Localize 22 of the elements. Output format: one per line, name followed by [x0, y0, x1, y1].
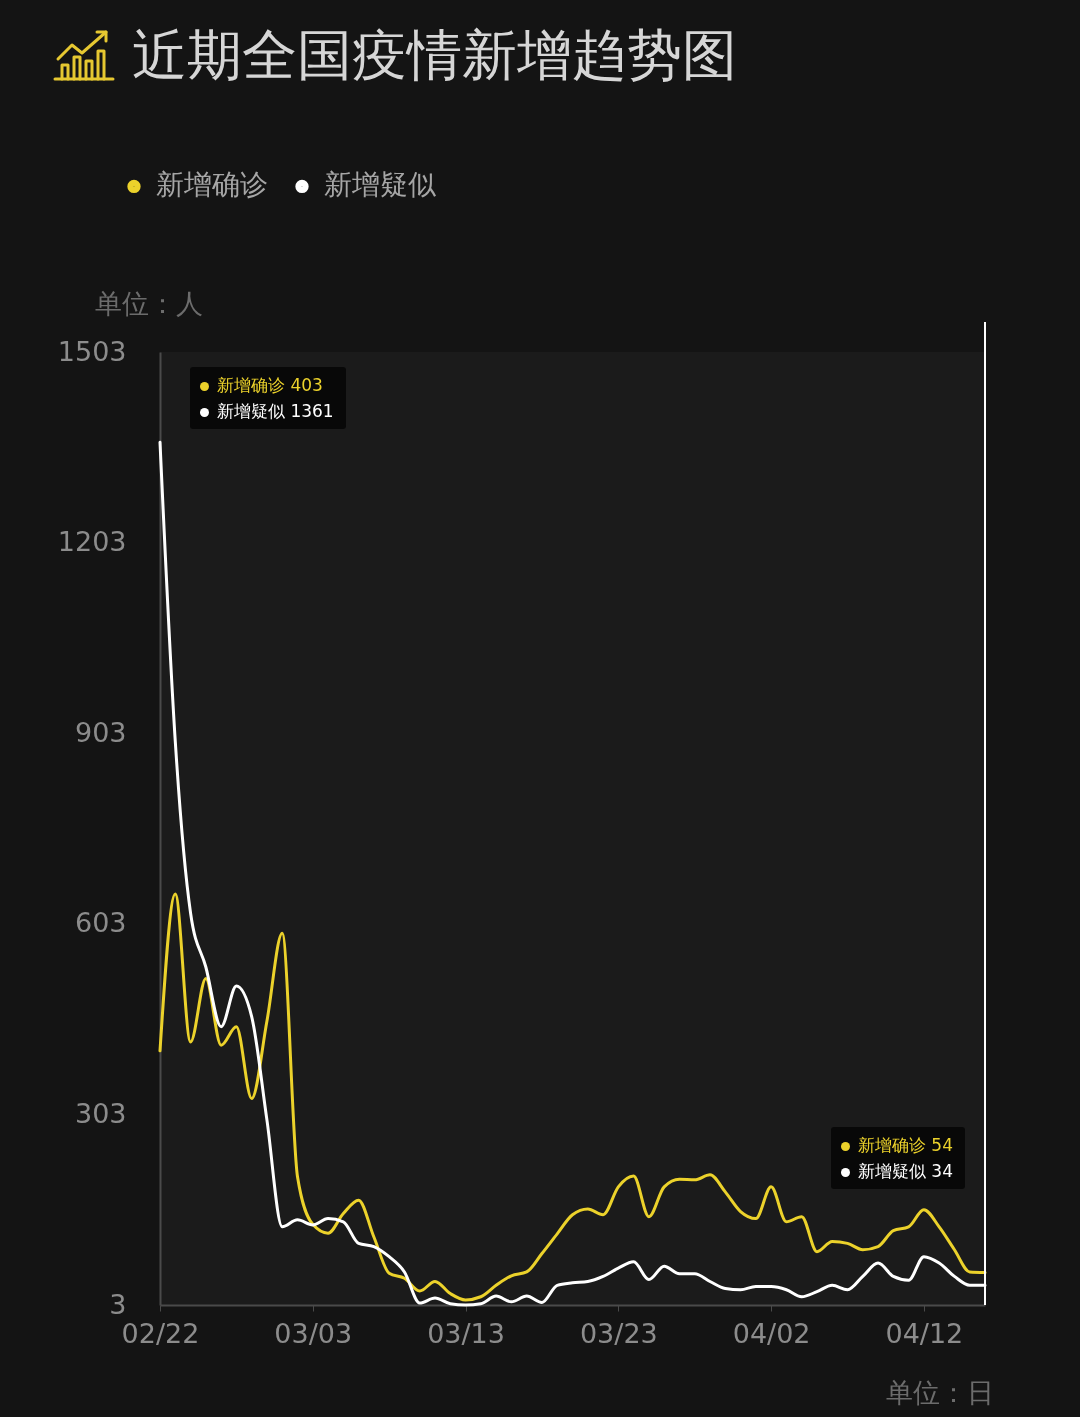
annotation: 新增确诊 54 [857, 1135, 953, 1155]
y-tick-label: 3 [109, 1288, 127, 1320]
annotation: 新增疑似 1361 [217, 401, 334, 421]
x-axis-title: 单位：日 [885, 1376, 994, 1408]
chart-title: 近期全国疫情新增趋势图 [132, 22, 737, 88]
annotation: 新增确诊 403 [217, 375, 323, 395]
y-tick-label: 1503 [57, 335, 127, 367]
y-tick-label: 903 [74, 716, 127, 748]
line-series [158, 892, 987, 1302]
legend-label: 新增确诊 [156, 168, 268, 202]
annotation: 新增疑似 34 [857, 1161, 953, 1181]
y-tick-label: 603 [74, 907, 127, 939]
legend-label: 新增疑似 [324, 168, 436, 202]
y-axis-title: 单位：人 [94, 287, 203, 319]
x-tick-label: 04/12 [885, 1317, 964, 1349]
y-tick-label: 303 [74, 1097, 127, 1129]
x-tick-label: 02/22 [121, 1317, 200, 1349]
x-tick-label: 03/03 [274, 1317, 353, 1349]
x-tick-label: 04/02 [732, 1317, 811, 1349]
x-tick-label: 03/13 [427, 1317, 505, 1349]
x-tick-label: 03/23 [579, 1317, 658, 1349]
y-tick-label: 1203 [57, 526, 127, 558]
